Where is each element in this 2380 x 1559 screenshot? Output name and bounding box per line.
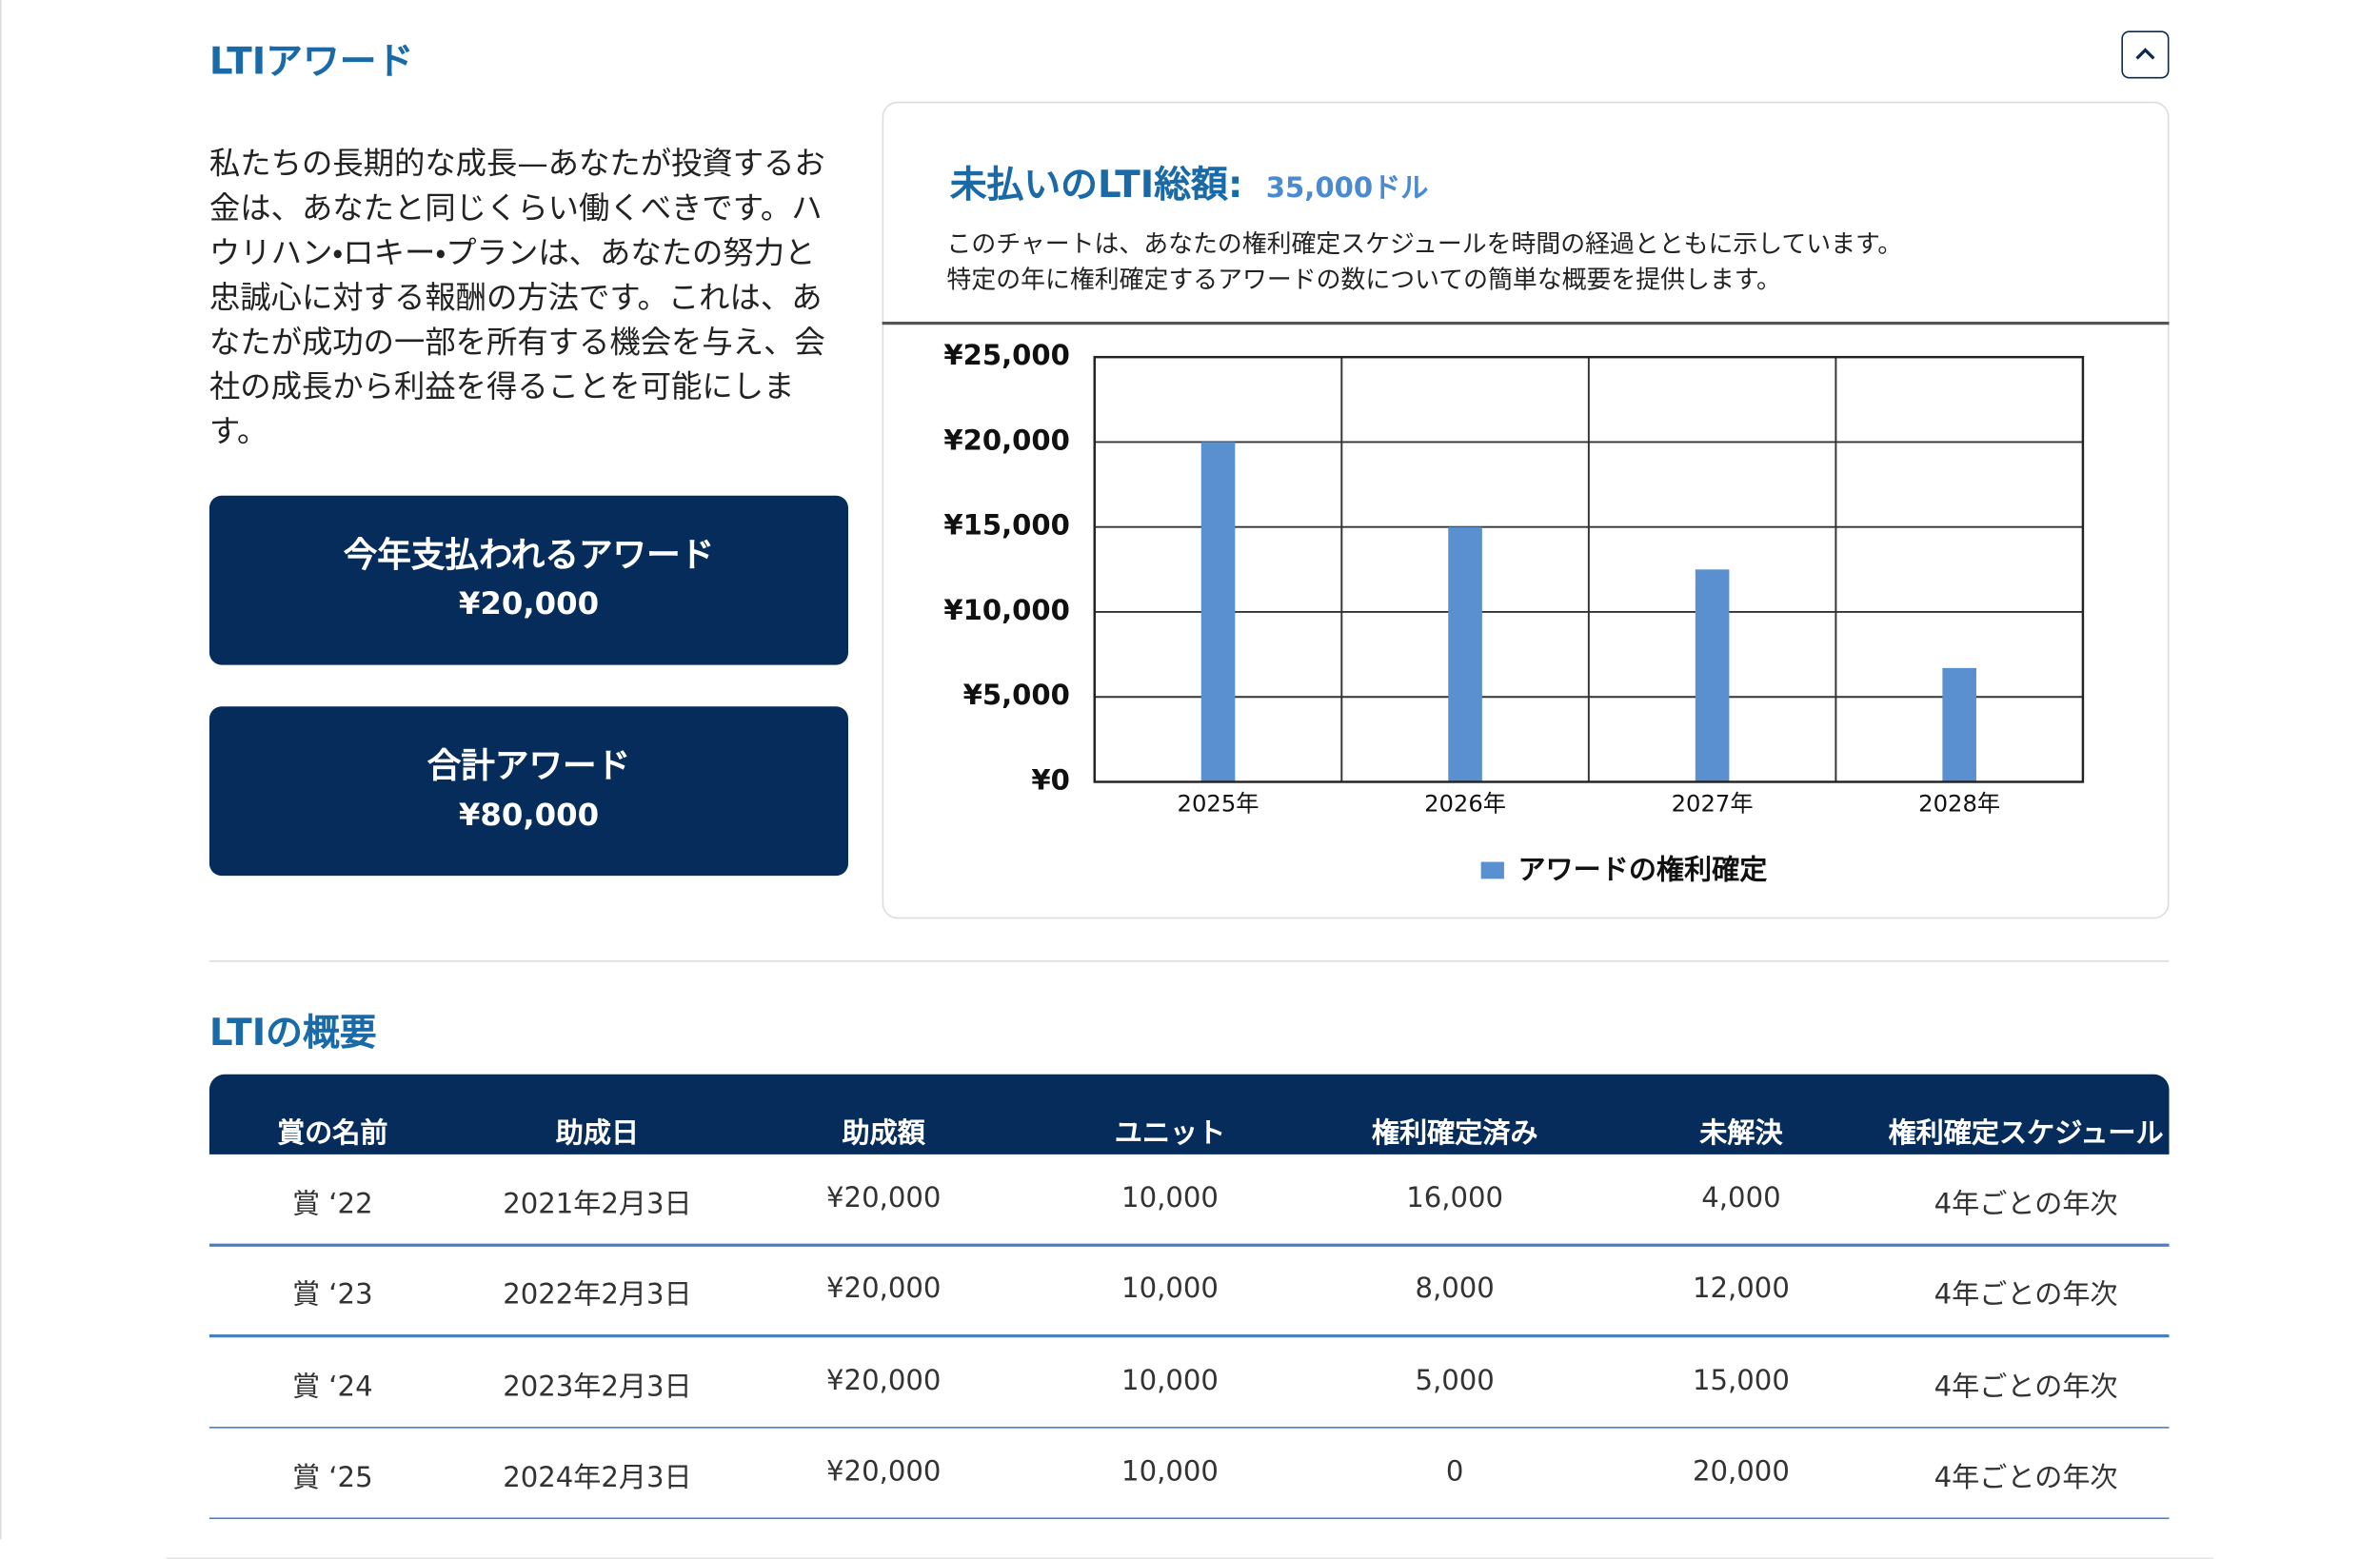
column-header: 権利確定スケジュール (1888, 1117, 2164, 1150)
table-cell: 4年ごとの年次 (1934, 1188, 2118, 1221)
left-border (0, 0, 2, 1540)
table-cell: 賞 ‘22 (291, 1188, 373, 1221)
summary-title: LTIの概要 (208, 1011, 377, 1055)
row-divider (208, 1426, 2170, 1429)
table-cell: 2023年2月3日 (503, 1371, 692, 1404)
table-cell: 16,000 (1406, 1181, 1504, 1214)
row-divider (208, 1334, 2170, 1337)
legend-swatch (1480, 861, 1504, 879)
column-header: 賞の名前 (277, 1117, 388, 1150)
row-divider (208, 1243, 2170, 1247)
table-cell: 20,000 (1693, 1455, 1790, 1489)
table-cell: 10,000 (1121, 1455, 1219, 1489)
table-header (208, 1074, 2170, 1154)
y-tick-label: ¥15,000 (943, 509, 1070, 542)
card-label: 今年支払われるアワード (343, 537, 715, 576)
chart-panel (882, 101, 2170, 919)
card-value: ¥80,000 (458, 796, 600, 833)
card-value: ¥20,000 (458, 584, 600, 622)
table-cell: ¥20,000 (826, 1273, 942, 1306)
table-cell: 0 (1445, 1455, 1464, 1489)
table-cell: 2024年2月3日 (503, 1462, 692, 1495)
collapse-button[interactable] (2121, 30, 2170, 79)
table-cell: ¥20,000 (826, 1455, 942, 1489)
column-header: 権利確定済み (1371, 1117, 1538, 1150)
award-card: 合計アワード ¥80,000 (208, 706, 849, 877)
x-tick-label: 2027年 (1672, 790, 1754, 818)
heading-text: 未払いのLTI総額: (949, 163, 1243, 207)
caption-line: このチャートは、あなたの権利確定スケジュールを時間の経過とともに示しています。 (946, 228, 1903, 259)
table-cell: 賞 ‘25 (291, 1462, 373, 1495)
column-header: 助成日 (555, 1117, 640, 1150)
table-cell: 賞 ‘23 (291, 1279, 373, 1312)
row-divider (208, 1517, 2170, 1520)
bar (1200, 442, 1236, 782)
award-card: 今年支払われるアワード ¥20,000 (208, 495, 849, 665)
y-tick-label: ¥10,000 (943, 594, 1070, 626)
table-cell: 4年ごとの年次 (1934, 1371, 2118, 1404)
table-cell: 5,000 (1415, 1364, 1495, 1397)
y-tick-label: ¥25,000 (943, 339, 1070, 371)
table-cell: 2021年2月3日 (503, 1188, 692, 1221)
table-cell: 15,000 (1693, 1364, 1790, 1397)
table-cell: 4,000 (1701, 1181, 1781, 1214)
total-value: 35,000ドル (1265, 172, 1429, 206)
chart-caption: このチャートは、あなたの権利確定スケジュールを時間の経過とともに示しています。 … (947, 227, 1903, 297)
y-tick-label: ¥5,000 (963, 679, 1070, 711)
column-header: 未解決 (1699, 1117, 1783, 1150)
table-cell: ¥20,000 (826, 1181, 942, 1214)
x-tick-label: 2026年 (1424, 790, 1506, 818)
caption-line: 特定の年に権利確定するアワードの数についての簡単な概要を提供します。 (946, 265, 1781, 294)
legend-label: アワードの権利確定 (1517, 853, 1767, 885)
bar (1448, 526, 1482, 782)
y-tick-label: ¥0 (1031, 763, 1070, 796)
section-divider (208, 960, 2170, 962)
table-cell: ¥20,000 (826, 1364, 942, 1397)
section-title: LTIアワード (208, 40, 414, 84)
description: 私たちの長期的な成長—あなたが投資するお金は、あなたと同じくらい働くべきです。ハ… (208, 145, 825, 450)
table-cell: 4年ごとの年次 (1934, 1462, 2118, 1495)
table-cell: 12,000 (1693, 1273, 1790, 1306)
table-cell: 10,000 (1121, 1273, 1219, 1306)
bar (1942, 667, 1976, 782)
bar (1695, 569, 1730, 782)
table-cell: 賞 ‘24 (291, 1371, 373, 1404)
y-tick-label: ¥20,000 (943, 424, 1070, 456)
table-cell: 10,000 (1121, 1181, 1219, 1214)
column-header: ユニット (1114, 1117, 1226, 1150)
table-cell: 2022年2月3日 (503, 1279, 692, 1312)
chart-frame (1093, 355, 2085, 783)
table-cell: 8,000 (1415, 1273, 1495, 1306)
x-tick-label: 2028年 (1918, 790, 2000, 818)
table-cell: 4年ごとの年次 (1934, 1279, 2118, 1312)
chart-heading: 未払いのLTI総額: 35,000ドル (950, 154, 1429, 208)
panel-divider (882, 321, 2170, 325)
card-label: 合計アワード (426, 747, 631, 787)
x-tick-label: 2025年 (1178, 790, 1259, 818)
column-header: 助成額 (842, 1117, 925, 1150)
table-cell: 10,000 (1121, 1364, 1219, 1397)
chevron-icon (2135, 48, 2155, 60)
